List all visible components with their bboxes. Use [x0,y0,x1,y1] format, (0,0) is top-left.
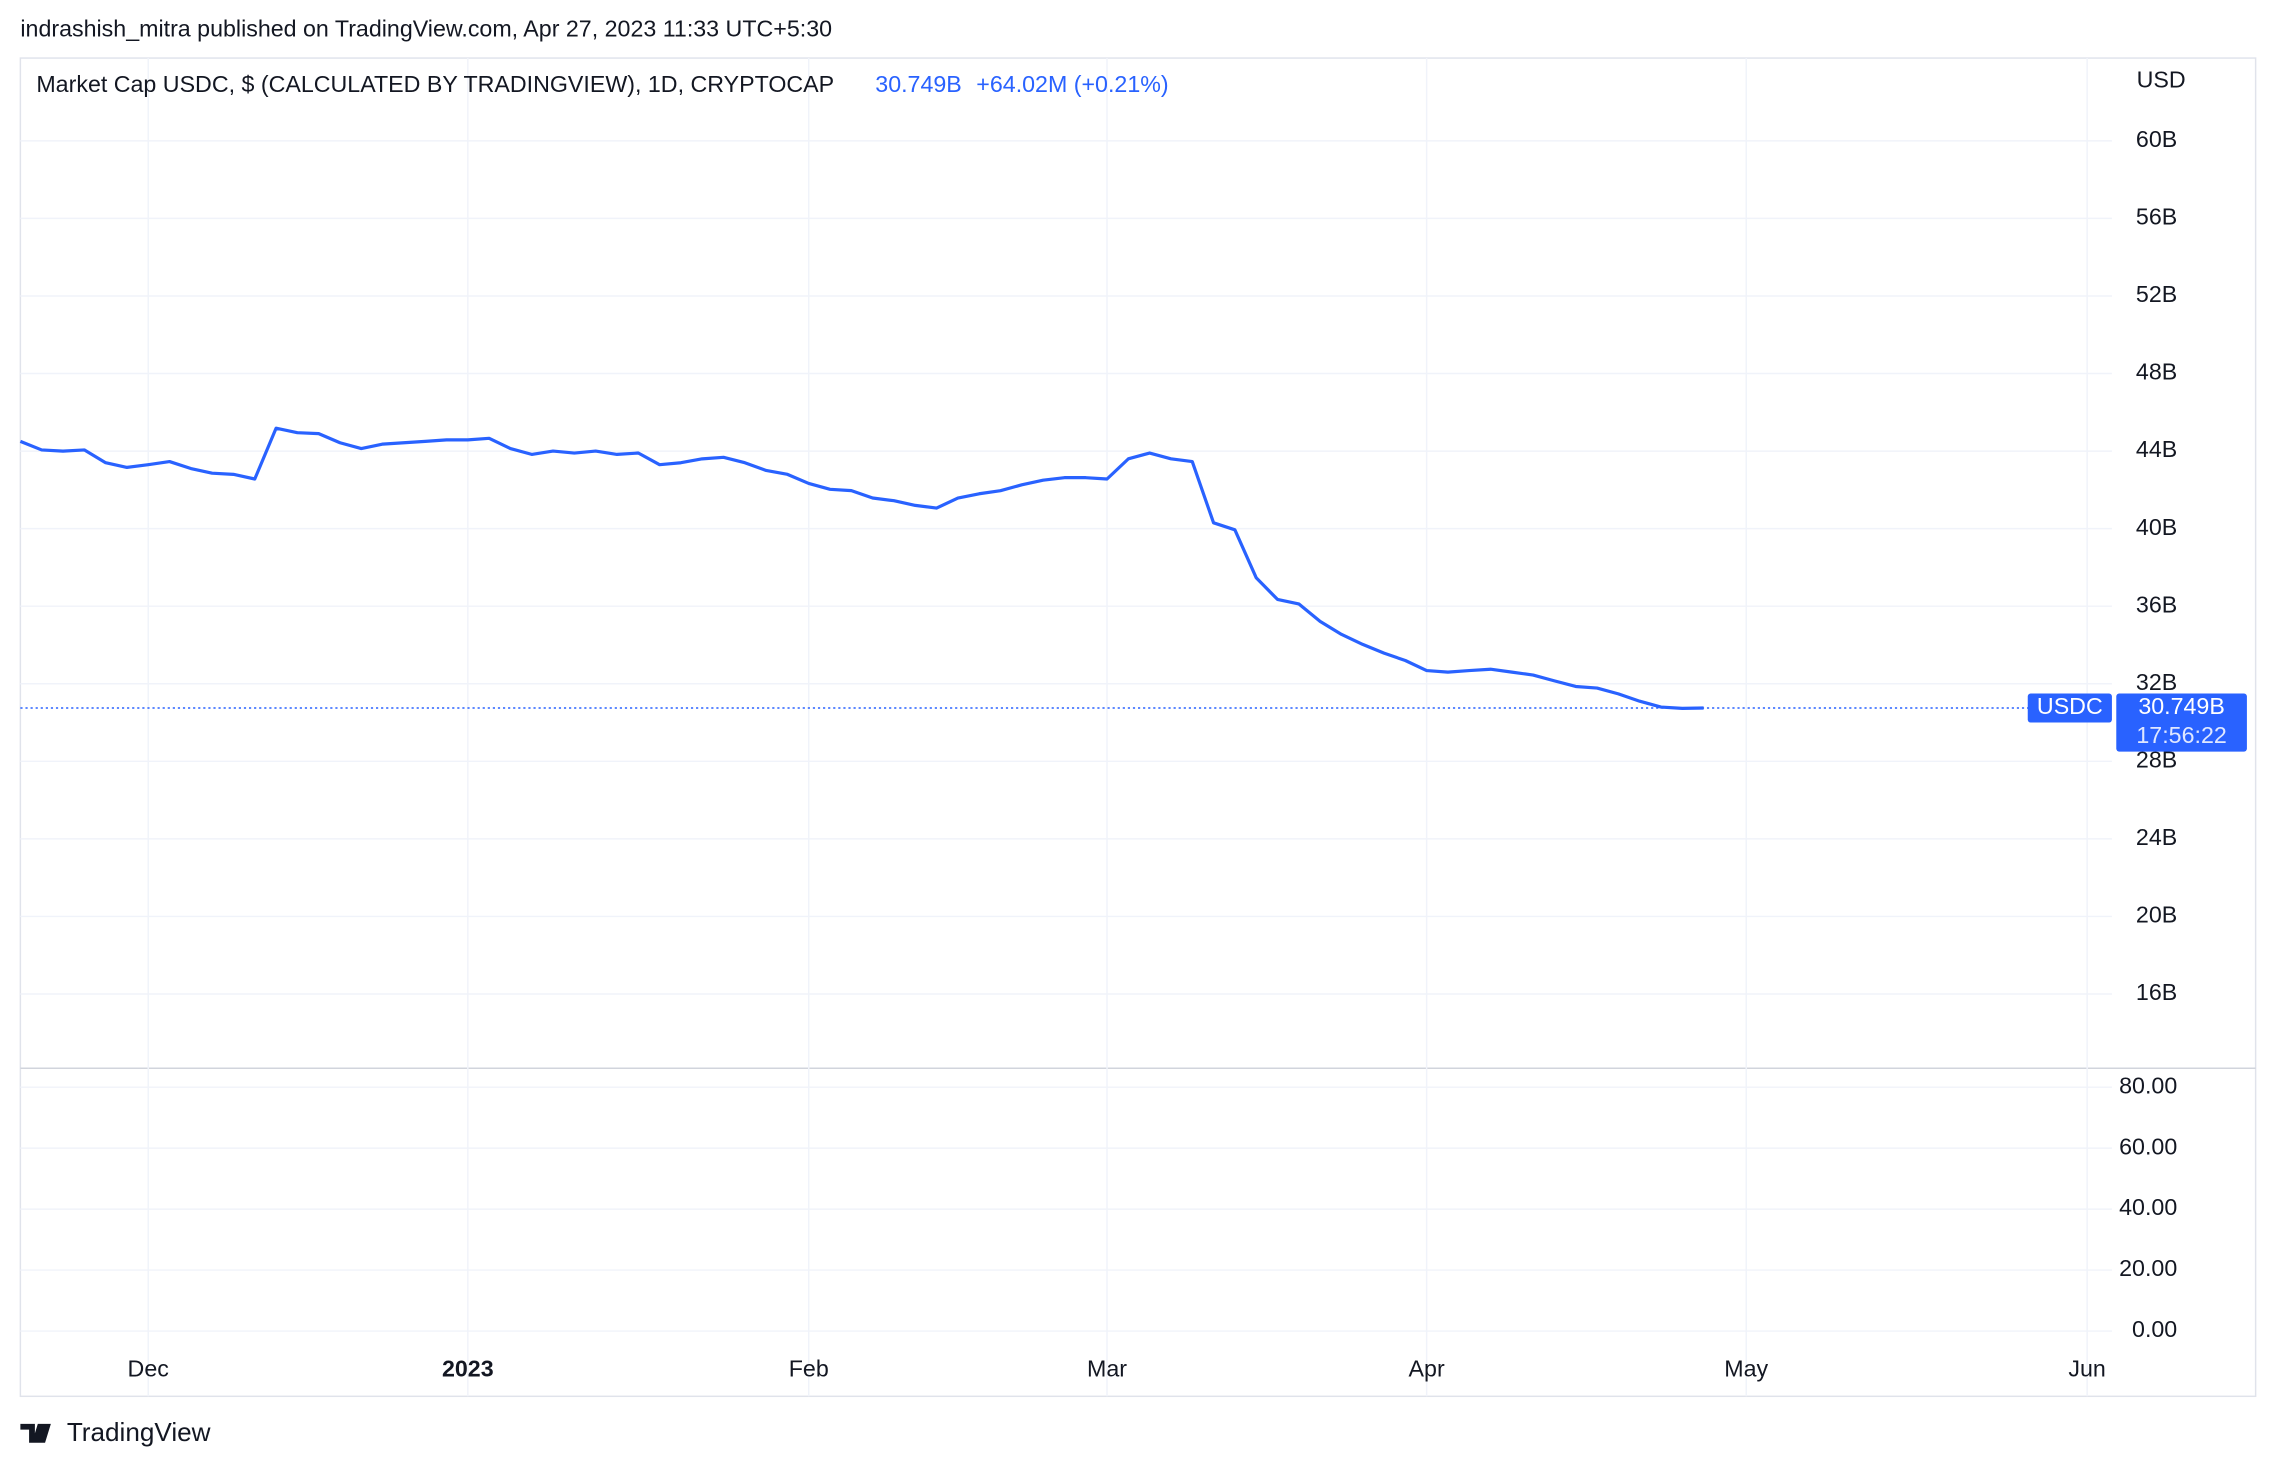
y-tick-label: 48B [2136,359,2177,385]
y-tick-label: 44B [2136,436,2177,462]
price-badge-value: 30.749B [2138,693,2225,719]
y-tick-label: 32B [2136,669,2177,695]
y-tick-label: 60B [2136,126,2177,152]
marks-layer [19,426,2112,710]
x-tick-label: Jun [2068,1355,2105,1381]
logo-icon [20,1423,51,1443]
legend-value: 30.749B [875,71,962,97]
footer-logo: TradingView [20,1417,211,1447]
footer-brand: TradingView [67,1417,211,1447]
price-badge [2116,693,2247,752]
y-tick-label: 36B [2136,591,2177,617]
series-name-label: USDC [2037,693,2103,719]
y-tick-label: 24B [2136,824,2177,850]
chart-title: Market Cap USDC, $ (CALCULATED BY TRADIN… [36,71,834,97]
y-tick-label: 52B [2136,281,2177,307]
x-tick-label: Feb [789,1355,829,1381]
y-tick-label: 80.00 [2119,1072,2177,1098]
price-badge-countdown: 17:56:22 [2136,722,2226,748]
legend-change: +64.02M (+0.21%) [976,71,1168,97]
chart-frame [19,57,2257,1398]
y-tick-label: 0.00 [2132,1316,2177,1342]
y-tick-label: 20B [2136,902,2177,928]
y-tick-label: 56B [2136,204,2177,230]
grid-layer [20,58,2112,1397]
series-name-badge [2027,693,2112,723]
price-line [19,426,1704,710]
x-tick-label: Apr [1409,1355,1445,1381]
y-tick-label: 40B [2136,514,2177,540]
publisher-line: indrashish_mitra published on TradingVie… [20,16,832,42]
currency-label: USD [2137,66,2186,92]
y-tick-label: 60.00 [2119,1133,2177,1159]
x-tick-label: 2023 [442,1355,494,1381]
y-tick-label: 40.00 [2119,1194,2177,1220]
x-tick-label: Dec [128,1355,169,1381]
x-tick-label: May [1724,1355,1768,1381]
y-tick-label: 16B [2136,979,2177,1005]
x-tick-label: Mar [1087,1355,1127,1381]
y-tick-label: 20.00 [2119,1255,2177,1281]
